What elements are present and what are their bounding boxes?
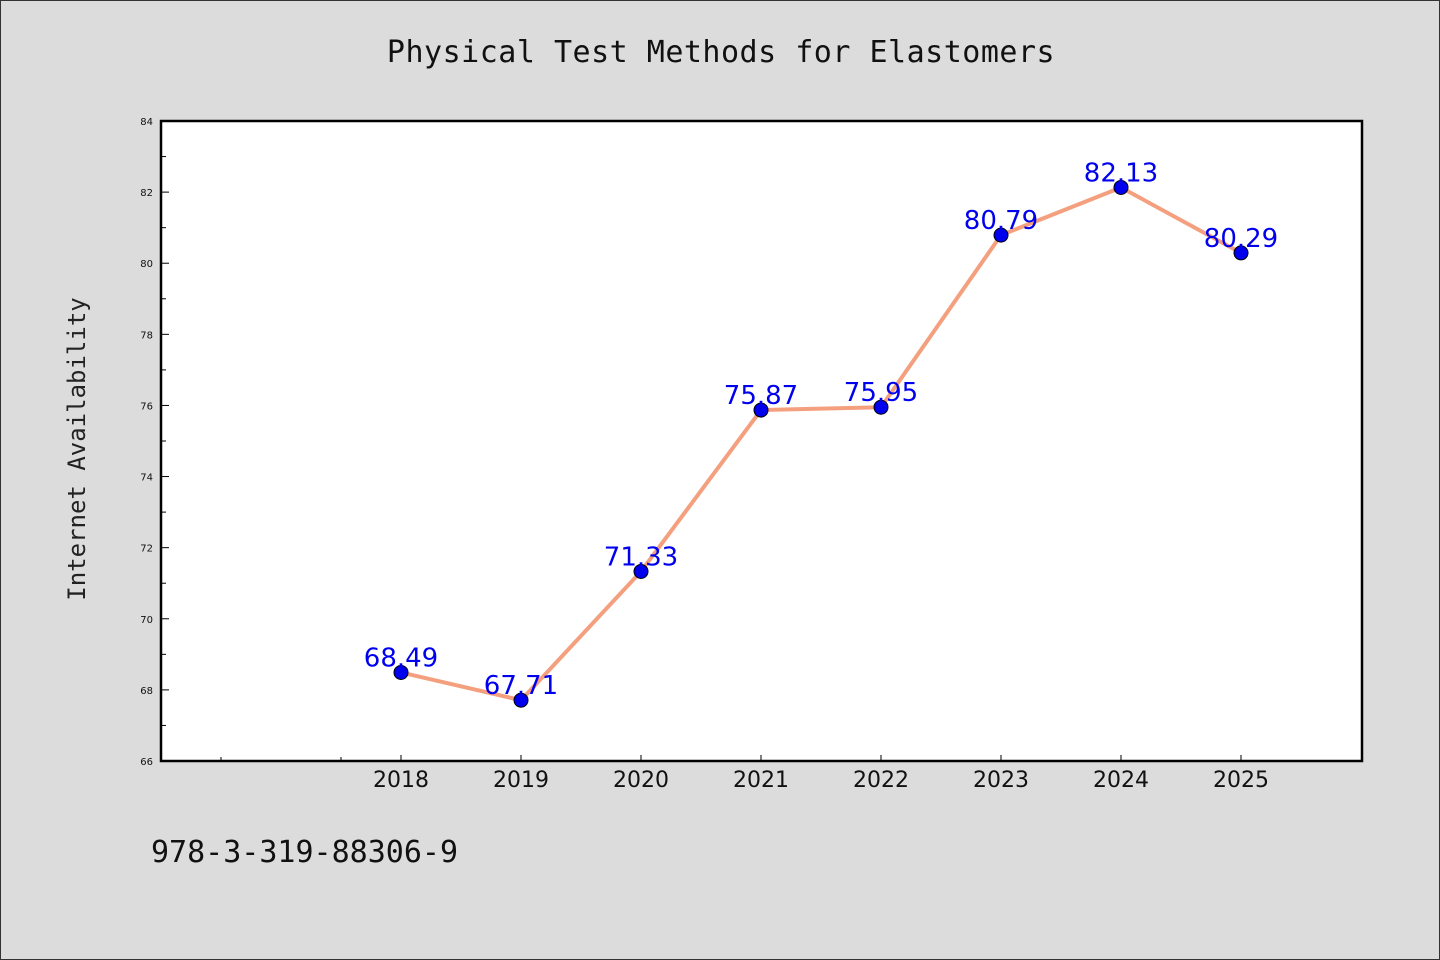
data-label: 80.79: [964, 206, 1038, 236]
chart-title: Physical Test Methods for Elastomers: [386, 35, 1056, 70]
x-tick-label: 2024: [1093, 768, 1149, 793]
isbn-label: 978-3-319-88306-9: [151, 835, 459, 870]
y-tick-label: 78: [140, 330, 153, 341]
data-point: [1113, 179, 1129, 195]
x-tick-label: 2025: [1213, 768, 1269, 793]
data-point: [1233, 245, 1249, 261]
data-point: [513, 692, 529, 708]
data-point: [393, 664, 409, 680]
y-tick-label: 76: [140, 401, 153, 412]
y-tick-label: 80: [140, 259, 153, 270]
data-label: 67.71: [484, 671, 558, 701]
plot-frame: [159, 119, 1364, 763]
y-tick-label: 66: [140, 757, 153, 768]
data-label: 82.13: [1084, 158, 1158, 188]
data-label: 68.49: [364, 643, 438, 673]
x-tick-label: 2019: [493, 768, 549, 793]
data-point: [993, 227, 1009, 243]
y-tick-label: 72: [140, 544, 153, 555]
data-label: 75.87: [724, 381, 798, 411]
data-label: 75.95: [844, 378, 918, 408]
y-tick-label: 84: [140, 117, 153, 128]
data-point: [873, 399, 889, 415]
series-line: [399, 185, 1243, 703]
y-tick-label: 74: [140, 473, 153, 484]
data-label: 71.33: [604, 542, 678, 572]
y-tick-label: 68: [140, 686, 153, 697]
y-tick-label: 82: [140, 188, 153, 199]
x-tick-label: 2021: [733, 768, 789, 793]
x-tick-label: 2023: [973, 768, 1029, 793]
data-point: [753, 402, 769, 418]
data-point: [633, 563, 649, 579]
data-label: 80.29: [1204, 224, 1278, 254]
x-tick-label: 2022: [853, 768, 909, 793]
plot-area: [161, 121, 1362, 761]
y-tick-label: 70: [140, 615, 153, 626]
x-tick-label: 2018: [373, 768, 429, 793]
x-tick-label: 2020: [613, 768, 669, 793]
